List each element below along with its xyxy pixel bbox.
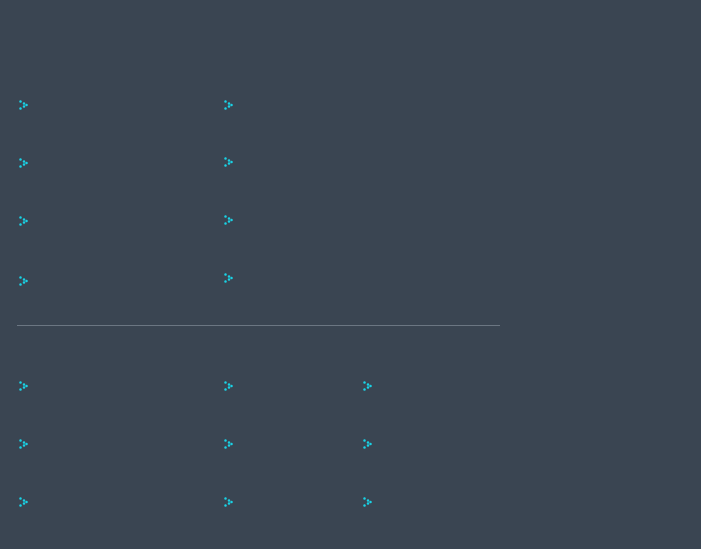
- dots-chevron-icon[interactable]: [18, 99, 30, 111]
- dots-chevron-icon[interactable]: [223, 438, 235, 450]
- dots-chevron-icon[interactable]: [18, 496, 30, 508]
- section-divider: [17, 325, 500, 326]
- dots-chevron-icon[interactable]: [362, 438, 374, 450]
- dots-chevron-icon[interactable]: [18, 215, 30, 227]
- dots-chevron-icon[interactable]: [18, 157, 30, 169]
- dots-chevron-icon[interactable]: [362, 380, 374, 392]
- dots-chevron-icon[interactable]: [223, 99, 235, 111]
- dots-chevron-icon[interactable]: [223, 156, 235, 168]
- dots-chevron-icon[interactable]: [223, 496, 235, 508]
- dots-chevron-icon[interactable]: [223, 214, 235, 226]
- dots-chevron-icon[interactable]: [18, 275, 30, 287]
- dots-chevron-icon[interactable]: [18, 380, 30, 392]
- dots-chevron-icon[interactable]: [18, 438, 30, 450]
- dots-chevron-icon[interactable]: [223, 272, 235, 284]
- dots-chevron-icon[interactable]: [223, 380, 235, 392]
- dots-chevron-icon[interactable]: [362, 496, 374, 508]
